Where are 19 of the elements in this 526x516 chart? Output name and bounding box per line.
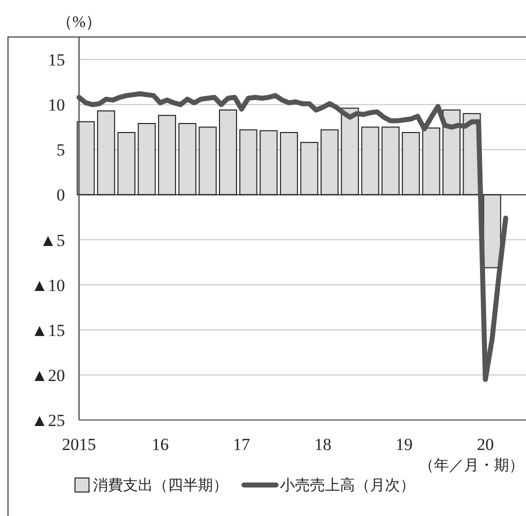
- x-tick-label: 20: [476, 435, 494, 454]
- y-tick-label: ▲10: [31, 276, 65, 295]
- y-axis-title: （%）: [56, 14, 102, 31]
- y-tick-label: ▲5: [40, 230, 65, 250]
- x-tick-label: 17: [233, 435, 251, 454]
- x-tick-label: 18: [314, 435, 332, 454]
- y-tick-label: ▲15: [31, 320, 65, 340]
- y-tick-label: 0: [56, 186, 65, 205]
- y-tick-label: 5: [56, 140, 65, 160]
- y-tick-label: 15: [48, 50, 65, 70]
- y-tick-label: ▲20: [31, 366, 65, 385]
- y-tick-label: 10: [48, 96, 65, 115]
- x-tick-label: 2015: [62, 435, 96, 454]
- legend-label: 小売売上高（月次）: [280, 477, 415, 494]
- x-tick-label: 19: [396, 435, 413, 454]
- legend-label: 消費支出（四半期）: [93, 477, 228, 494]
- x-axis-title: （年／月・期）: [419, 457, 524, 474]
- y-tick-label: ▲25: [31, 411, 65, 430]
- x-tick-label: 16: [152, 435, 169, 454]
